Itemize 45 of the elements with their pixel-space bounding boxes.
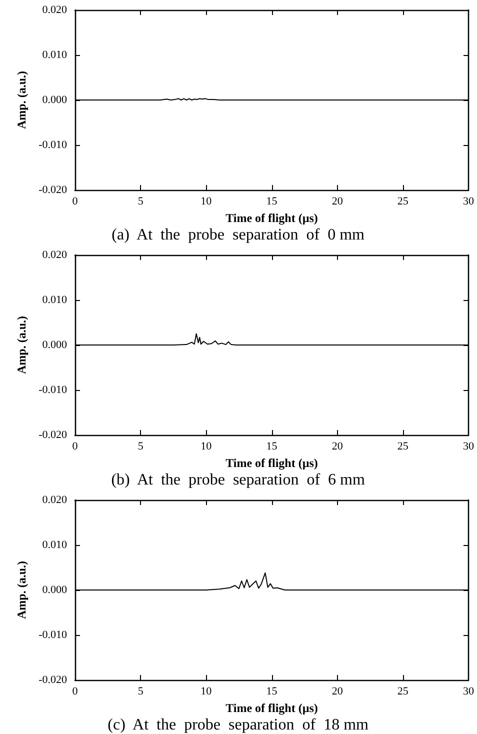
y-tick-label: -0.020 — [38, 429, 68, 441]
x-tick-label: 30 — [463, 686, 474, 698]
x-tick-label: 20 — [332, 686, 344, 698]
y-tick-label: 0.020 — [42, 494, 68, 506]
x-tick-label: 20 — [332, 196, 344, 208]
y-tick-label: 0.010 — [42, 294, 68, 306]
y-tick-label: -0.010 — [38, 139, 68, 151]
x-tick-label: 10 — [200, 196, 212, 208]
x-tick-label: 15 — [266, 440, 278, 452]
y-tick-label: -0.020 — [38, 184, 68, 196]
y-tick-label: 0.000 — [42, 584, 68, 596]
x-tick-label: 25 — [397, 686, 409, 698]
x-axis-title: Time of flight (µs) — [226, 456, 318, 470]
x-tick-label: 30 — [463, 196, 474, 208]
x-tick-label: 5 — [138, 686, 144, 698]
y-axis-title: Amp. (a.u.) — [14, 560, 29, 620]
y-tick-label: 0.020 — [42, 249, 68, 261]
x-tick-label: 10 — [200, 440, 212, 452]
y-tick-label: -0.010 — [38, 384, 68, 396]
text: (a) At the probe separation of 0 mm — [112, 226, 366, 244]
x-tick-label: 0 — [72, 686, 78, 698]
x-tick-label: 25 — [397, 440, 409, 452]
x-axis-title: Time of flight (µs) — [226, 701, 318, 715]
y-tick-label: 0.020 — [42, 4, 68, 16]
x-tick-label: 10 — [200, 686, 212, 698]
x-tick-label: 25 — [397, 196, 409, 208]
x-tick-label: 30 — [463, 440, 474, 452]
y-axis-title: Amp. (a.u.) — [14, 70, 29, 130]
text: (c) At the probe separation of 18 mm — [108, 716, 370, 734]
y-tick-label: 0.010 — [42, 539, 68, 551]
y-tick-label: 0.010 — [42, 49, 68, 61]
x-tick-label: 5 — [138, 440, 144, 452]
x-tick-label: 15 — [266, 686, 278, 698]
x-tick-label: 0 — [72, 440, 78, 452]
y-tick-label: 0.000 — [42, 339, 68, 351]
y-tick-label: -0.020 — [38, 674, 68, 686]
x-tick-label: 5 — [138, 196, 144, 208]
x-tick-label: 15 — [266, 196, 278, 208]
text: (b) At the probe separation of 6 mm — [111, 472, 366, 488]
y-tick-label: 0.000 — [42, 94, 68, 106]
y-tick-label: -0.010 — [38, 629, 68, 641]
x-tick-label: 20 — [332, 440, 344, 452]
x-axis-title: Time of flight (µs) — [226, 211, 318, 225]
y-axis-title: Amp. (a.u.) — [14, 316, 29, 374]
x-tick-label: 0 — [72, 196, 78, 208]
